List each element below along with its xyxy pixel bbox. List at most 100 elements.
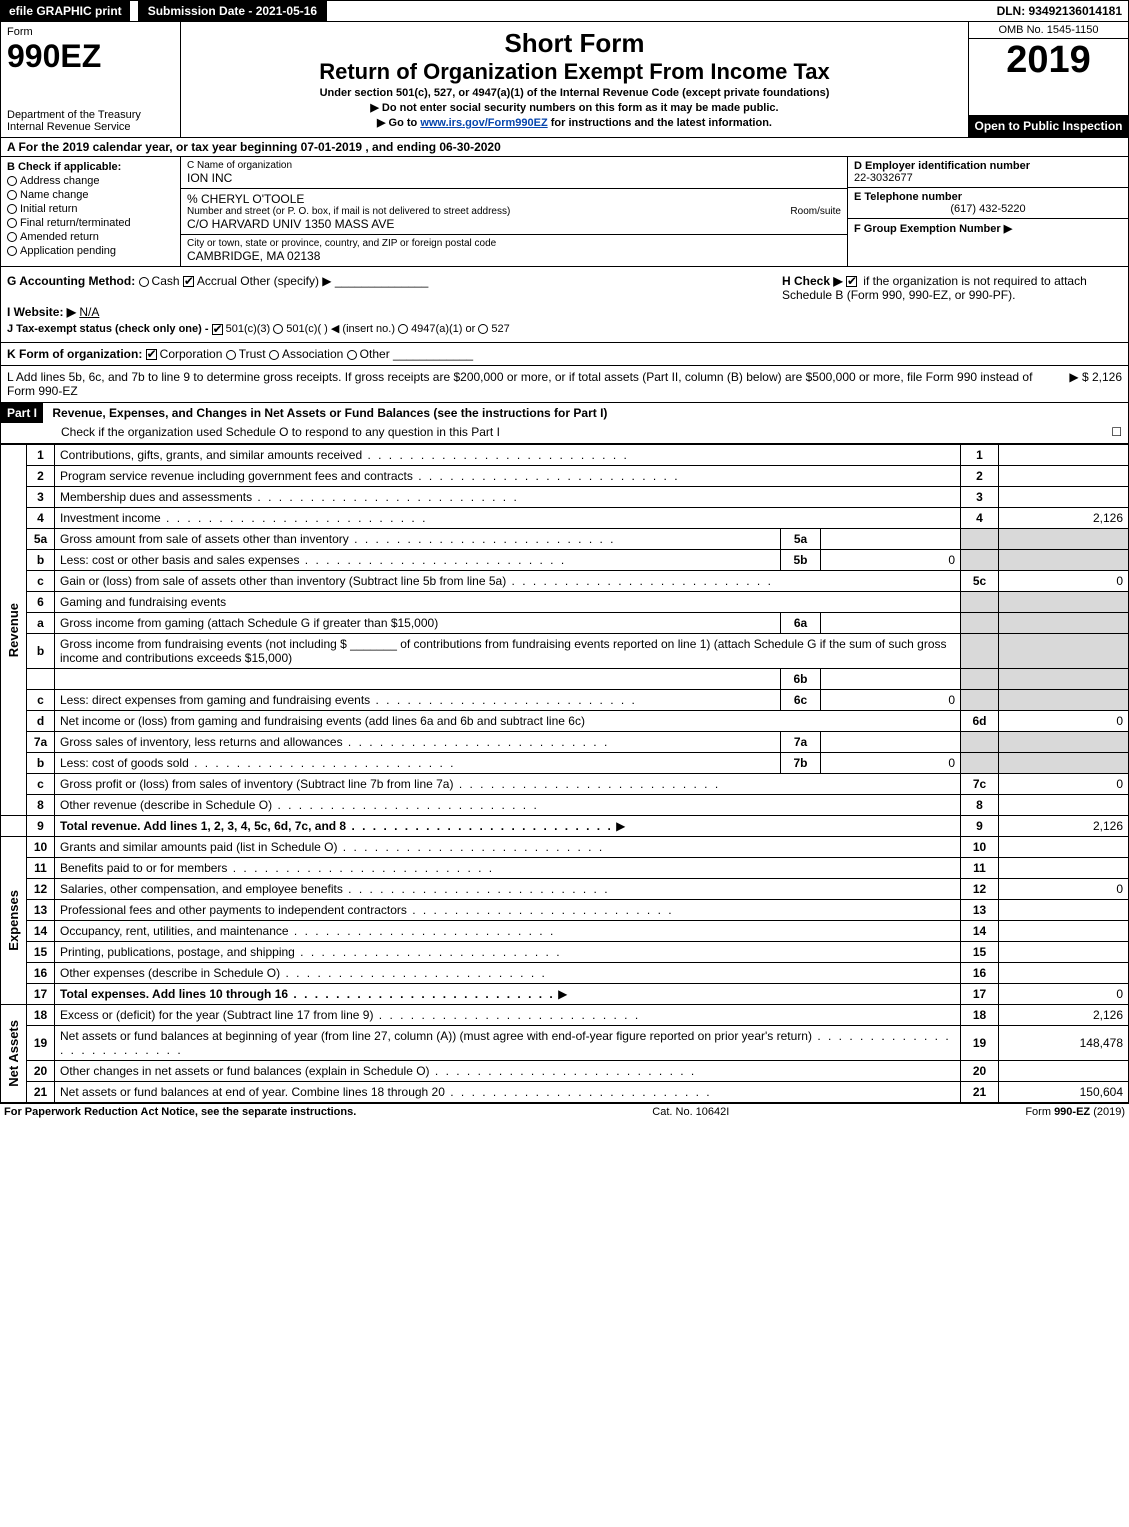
goto-note: ▶ Go to www.irs.gov/Form990EZ for instru…: [191, 116, 958, 129]
line-4-value: 2,126: [999, 508, 1129, 529]
box-h: H Check ▶ if the organization is not req…: [782, 274, 1122, 302]
submission-date-badge: Submission Date - 2021-05-16: [138, 1, 327, 21]
other-org-radio[interactable]: [347, 350, 357, 360]
dept-label: Department of the Treasury: [7, 109, 174, 121]
city-label: City or town, state or province, country…: [187, 238, 841, 249]
501c-radio[interactable]: [273, 324, 283, 334]
line-7b-value: 0: [821, 753, 961, 774]
org-name-label: C Name of organization: [187, 160, 841, 171]
street-value: C/O HARVARD UNIV 1350 MASS AVE: [187, 217, 841, 231]
501c3-checkbox[interactable]: [212, 324, 223, 335]
address-change-radio[interactable]: [7, 176, 17, 186]
short-form-title: Short Form: [191, 28, 958, 59]
line-20-value: [999, 1061, 1129, 1082]
omb-number: OMB No. 1545-1150: [969, 22, 1128, 39]
line-17-value: 0: [999, 984, 1129, 1005]
subtitle: Under section 501(c), 527, or 4947(a)(1)…: [191, 87, 958, 99]
527-radio[interactable]: [478, 324, 488, 334]
line-7c-value: 0: [999, 774, 1129, 795]
footer-left: For Paperwork Reduction Act Notice, see …: [4, 1106, 356, 1118]
final-return-radio[interactable]: [7, 218, 17, 228]
line-6d-value: 0: [999, 711, 1129, 732]
line-1-value: [999, 445, 1129, 466]
line-14-value: [999, 921, 1129, 942]
line-6c-value: 0: [821, 690, 961, 711]
ssn-note: ▶ Do not enter social security numbers o…: [191, 101, 958, 114]
street-label: Number and street (or P. O. box, if mail…: [187, 206, 510, 217]
line-6a-value: [821, 613, 961, 634]
phone-label: E Telephone number: [854, 191, 1122, 203]
line-6b-value: [821, 669, 961, 690]
box-g: G Accounting Method: Cash Accrual Other …: [7, 274, 428, 302]
return-title: Return of Organization Exempt From Incom…: [191, 59, 958, 85]
part-1-check-note: Check if the organization used Schedule …: [61, 425, 500, 439]
box-k: K Form of organization: Corporation Trus…: [0, 343, 1129, 366]
part-1-title: Revenue, Expenses, and Changes in Net As…: [46, 403, 613, 423]
cash-radio[interactable]: [139, 277, 149, 287]
website-value: N/A: [79, 305, 99, 319]
ein-value: 22-3032677: [854, 172, 1122, 184]
footer-mid: Cat. No. 10642I: [652, 1106, 729, 1118]
form-header: Form 990EZ Department of the Treasury In…: [0, 22, 1129, 138]
schedule-b-checkbox[interactable]: [846, 276, 857, 287]
expenses-side-label: Expenses: [6, 890, 21, 951]
entity-info-block: B Check if applicable: Address change Na…: [0, 157, 1129, 267]
irs-label: Internal Revenue Service: [7, 121, 174, 133]
name-change-radio[interactable]: [7, 190, 17, 200]
line-3-value: [999, 487, 1129, 508]
4947-radio[interactable]: [398, 324, 408, 334]
line-11-value: [999, 858, 1129, 879]
application-pending-radio[interactable]: [7, 246, 17, 256]
part-1-checkbox[interactable]: ☐: [1111, 425, 1122, 439]
line-9-value: 2,126: [999, 816, 1129, 837]
initial-return-radio[interactable]: [7, 204, 17, 214]
form-word: Form: [7, 26, 174, 38]
net-assets-side-label: Net Assets: [6, 1020, 21, 1087]
box-c: C Name of organization ION INC % CHERYL …: [181, 157, 848, 266]
part-1-header-row: Part I Revenue, Expenses, and Changes in…: [0, 403, 1129, 444]
revenue-side-label: Revenue: [6, 603, 21, 657]
irs-link[interactable]: www.irs.gov/Form990EZ: [420, 117, 547, 129]
box-i: I Website: ▶ N/A: [7, 305, 1122, 319]
room-label: Room/suite: [790, 206, 841, 217]
part-1-badge: Part I: [1, 403, 43, 423]
tax-year-row: A For the 2019 calendar year, or tax yea…: [0, 138, 1129, 157]
box-b: B Check if applicable: Address change Na…: [1, 157, 181, 266]
care-of: % CHERYL O'TOOLE: [187, 192, 841, 206]
ein-label: D Employer identification number: [854, 160, 1122, 172]
trust-radio[interactable]: [226, 350, 236, 360]
group-exemption-label: F Group Exemption Number ▶: [854, 223, 1012, 235]
line-19-value: 148,478: [999, 1026, 1129, 1061]
corporation-checkbox[interactable]: [146, 349, 157, 360]
right-info-col: D Employer identification number 22-3032…: [848, 157, 1128, 266]
line-18-value: 2,126: [999, 1005, 1129, 1026]
accrual-checkbox[interactable]: [183, 276, 194, 287]
gross-receipts-value: ▶ $ 2,126: [1059, 370, 1122, 398]
line-16-value: [999, 963, 1129, 984]
phone-value: (617) 432-5220: [854, 203, 1122, 215]
page-footer: For Paperwork Reduction Act Notice, see …: [0, 1103, 1129, 1120]
line-7a-value: [821, 732, 961, 753]
line-5a-value: [821, 529, 961, 550]
line-5c-value: 0: [999, 571, 1129, 592]
box-l: L Add lines 5b, 6c, and 7b to line 9 to …: [0, 366, 1129, 403]
amended-return-radio[interactable]: [7, 232, 17, 242]
box-b-title: B Check if applicable:: [7, 161, 174, 173]
org-name: ION INC: [187, 171, 841, 185]
association-radio[interactable]: [269, 350, 279, 360]
form-number: 990EZ: [7, 38, 174, 75]
line-15-value: [999, 942, 1129, 963]
dln-label: DLN: 93492136014181: [997, 4, 1128, 18]
line-5b-value: 0: [821, 550, 961, 571]
line-8-value: [999, 795, 1129, 816]
open-inspection-badge: Open to Public Inspection: [969, 115, 1128, 137]
line-10-value: [999, 837, 1129, 858]
box-j: J Tax-exempt status (check only one) - 5…: [7, 322, 1122, 335]
footer-right: Form 990-EZ (2019): [1025, 1106, 1125, 1118]
part-1-table: Revenue 1Contributions, gifts, grants, a…: [0, 444, 1129, 1103]
accounting-website-block: G Accounting Method: Cash Accrual Other …: [0, 267, 1129, 343]
city-value: CAMBRIDGE, MA 02138: [187, 249, 841, 263]
tax-year: 2019: [969, 39, 1128, 115]
top-bar: efile GRAPHIC print Submission Date - 20…: [0, 0, 1129, 22]
efile-print-button[interactable]: efile GRAPHIC print: [1, 1, 130, 21]
